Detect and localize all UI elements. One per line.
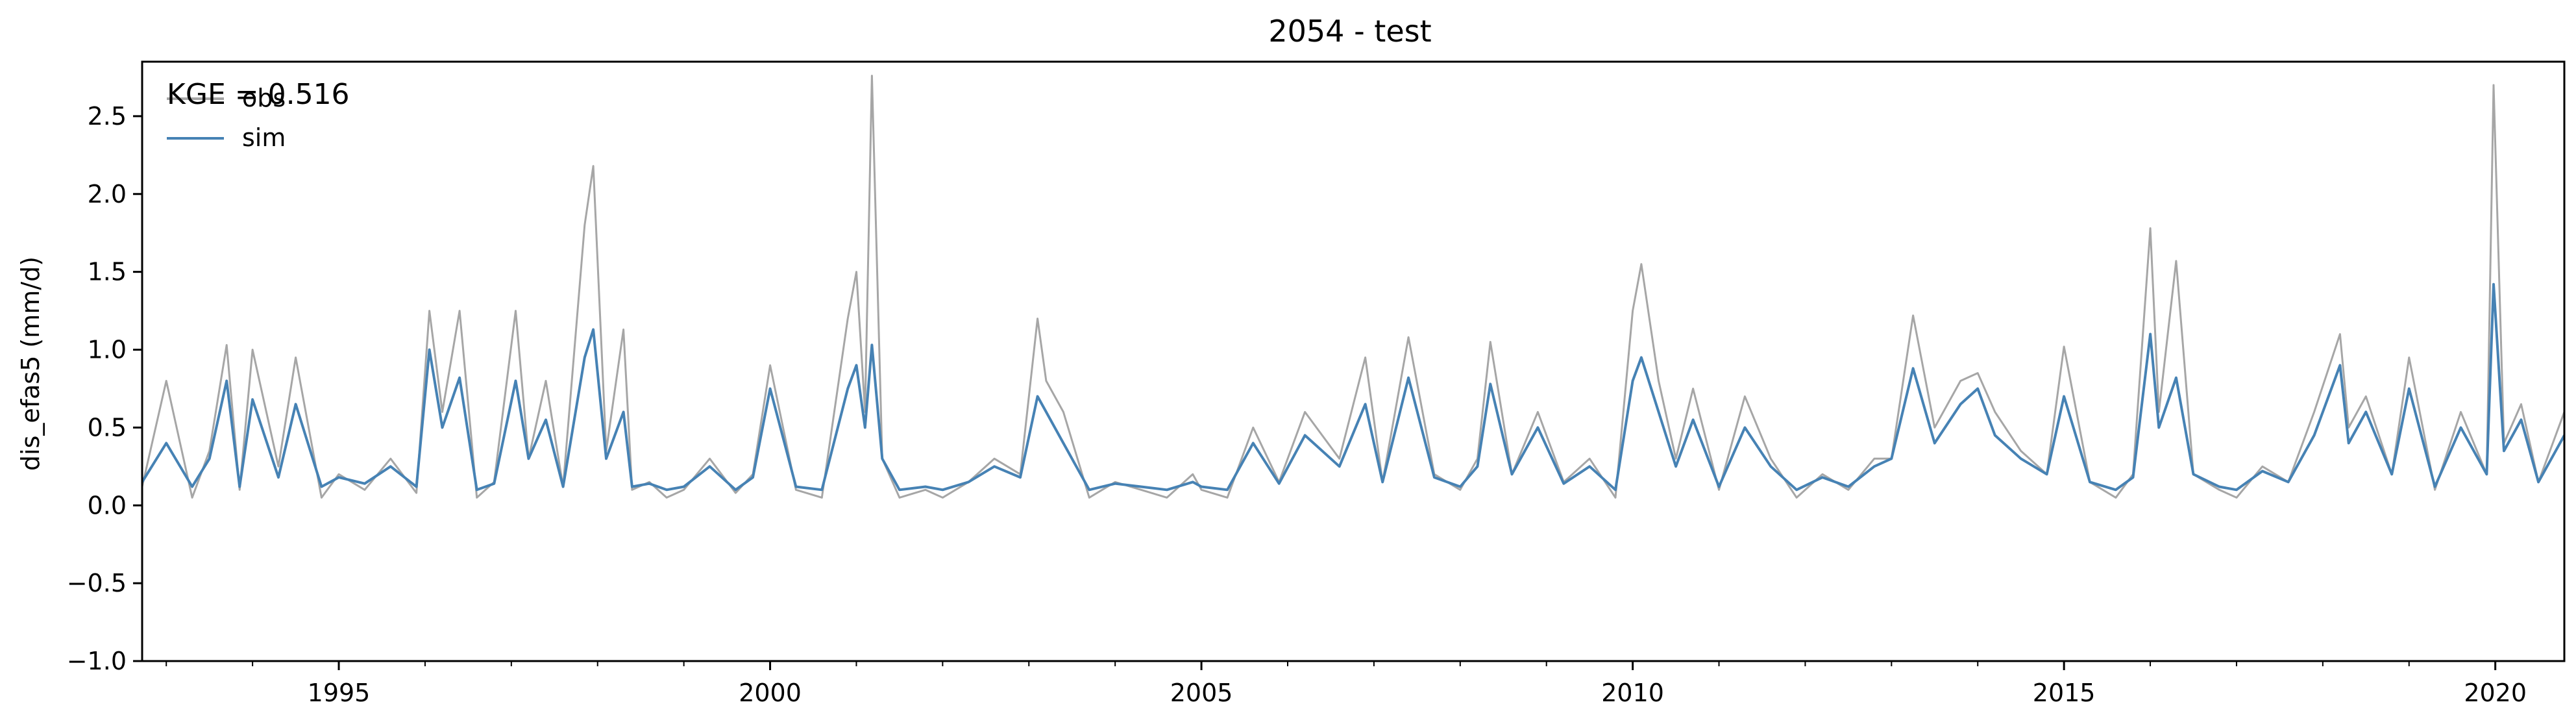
chart-title: 2054 - test [1268, 14, 1431, 49]
kge-annotation: KGE = 0.516 [167, 78, 350, 111]
legend-obs-label: obs [242, 84, 286, 112]
y-tick-label: 2.5 [88, 102, 127, 131]
y-tick-label: −0.5 [67, 569, 127, 597]
x-tick-label: 2015 [2033, 679, 2096, 707]
plot-area [142, 75, 2564, 499]
y-tick-label: −1.0 [67, 647, 127, 675]
y-axis-label: dis_efas5 (mm/d) [16, 257, 45, 471]
x-tick-label: 2020 [2464, 679, 2527, 707]
y-tick-label: 1.5 [88, 258, 127, 286]
y-tick-label: 1.0 [88, 336, 127, 364]
y-tick-label: 2.0 [88, 180, 127, 208]
x-tick-label: 2005 [1170, 679, 1233, 707]
y-tick-label: 0.5 [88, 413, 127, 442]
x-tick-label: 2010 [1601, 679, 1664, 707]
x-tick-label: 2000 [739, 679, 802, 707]
y-axis: −1.0 −0.5 0.0 0.5 1.0 1.5 2.0 2.5 [67, 102, 142, 675]
legend: obs sim [167, 84, 286, 152]
x-axis: 1995 2000 2005 2010 2015 2020 [166, 661, 2527, 707]
x-tick-label: 1995 [308, 679, 371, 707]
series-line-obs [142, 75, 2564, 499]
plot-frame [141, 60, 2566, 662]
series-layer [142, 75, 2564, 499]
series-line-sim [142, 282, 2564, 492]
y-tick-label: 0.0 [88, 491, 127, 519]
legend-sim-label: sim [242, 123, 286, 152]
